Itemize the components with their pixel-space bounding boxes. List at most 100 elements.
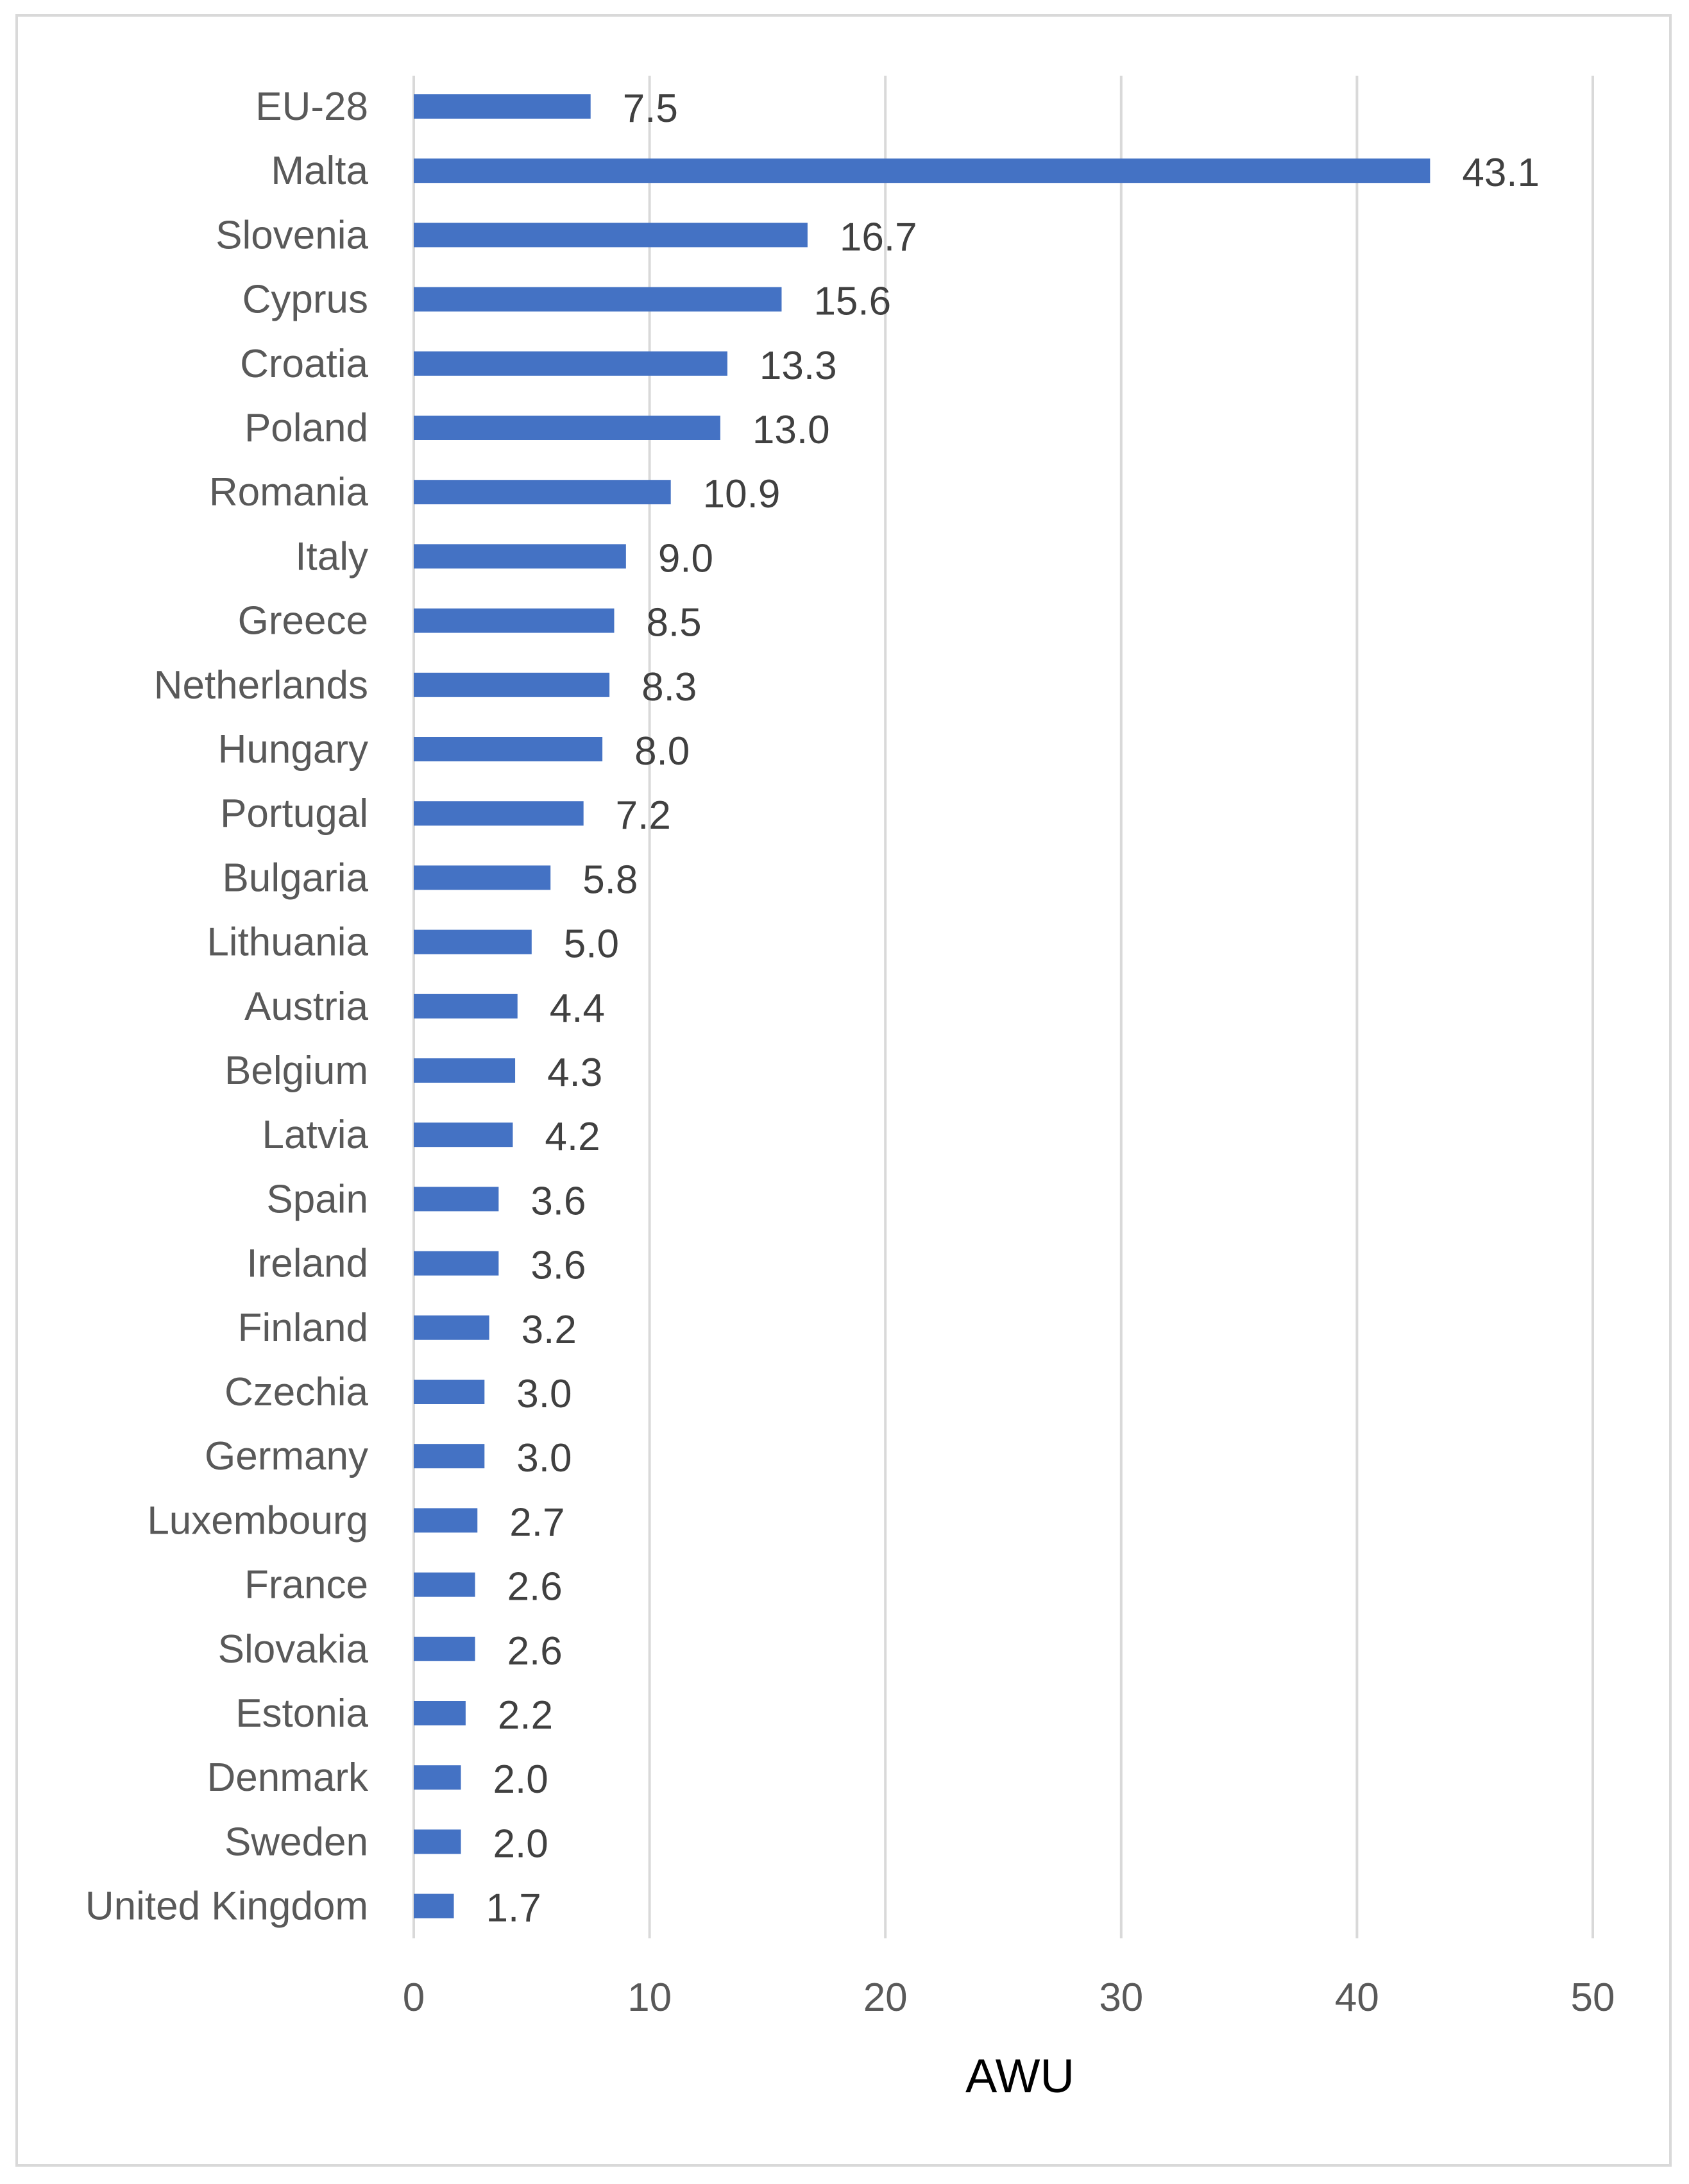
category-label: Belgium [225,1049,368,1093]
chart-frame [15,14,1672,2167]
x-tick-label: 40 [1335,1976,1379,2020]
category-label: Poland [244,406,368,450]
bar [414,865,551,890]
bar [414,480,671,505]
bar [414,416,720,440]
bar [414,544,626,569]
data-label: 43.1 [1462,151,1540,195]
bar [414,94,591,119]
data-label: 7.5 [623,87,678,131]
data-label: 3.0 [516,1436,572,1480]
category-label: Croatia [240,342,368,386]
bar [414,1701,466,1725]
category-label: Latvia [262,1113,369,1157]
value-labels: 7.5 43.1 16.7 15.6 13.3 13.0 10.9 9.0 8.5 8.3 8.0 7… [486,87,1540,1931]
category-label: Netherlands [154,663,368,707]
category-label: Cyprus [242,278,368,322]
data-label: 4.3 [547,1051,602,1095]
x-tick-label: 10 [627,1976,672,2020]
category-label: Slovakia [218,1627,369,1672]
data-label: 5.0 [564,922,619,967]
category-label: Germany [205,1434,368,1478]
data-label: 8.5 [646,601,701,645]
data-label: 2.0 [493,1822,548,1866]
bar [414,1636,475,1661]
bar [414,1058,516,1083]
category-label: France [244,1563,368,1607]
bar [414,1572,475,1597]
category-label: Italy [295,534,368,579]
x-tick-label: 0 [403,1976,425,2020]
data-label: 2.7 [509,1500,564,1545]
data-label: 8.3 [641,665,697,709]
bar [414,1315,489,1340]
bar [414,1508,478,1533]
bar [414,672,610,697]
category-label: Romania [209,470,369,514]
bar [414,158,1430,183]
data-label: 9.0 [658,536,713,580]
bar [414,1829,461,1854]
category-label: Estonia [235,1691,368,1736]
data-label: 3.0 [516,1372,572,1416]
data-label: 16.7 [840,215,917,259]
category-label: Portugal [220,791,368,836]
x-tick-label: 50 [1571,1976,1615,2020]
bar [414,929,532,954]
x-axis-title: AWU [965,2049,1074,2103]
category-label: Malta [271,149,368,193]
category-label: EU-28 [255,85,368,129]
category-label: Bulgaria [223,856,369,900]
data-label: 3.6 [530,1179,586,1223]
data-label: 4.2 [545,1115,600,1159]
bar [414,1765,461,1790]
category-label: Austria [244,985,368,1029]
data-label: 10.9 [703,472,781,516]
data-label: 2.2 [498,1693,553,1738]
data-label: 15.6 [813,280,891,324]
data-label: 13.0 [752,408,830,452]
data-label: 3.2 [522,1308,577,1352]
category-label: Denmark [207,1756,369,1800]
gridlines [412,76,1594,1938]
category-label: Greece [238,599,368,643]
data-label: 2.6 [507,1629,563,1673]
category-label: Ireland [246,1242,368,1286]
data-label: 2.0 [493,1757,548,1802]
bar [414,1122,513,1147]
data-label: 7.2 [616,793,671,838]
bar [414,994,518,1019]
bar [414,1893,454,1918]
x-tick-label: 20 [863,1976,908,2020]
category-label: Hungary [218,727,368,772]
bar [414,801,584,826]
bar [414,1251,499,1276]
data-label: 1.7 [486,1886,541,1931]
category-label: Lithuania [207,920,368,965]
data-label: 2.6 [507,1565,563,1609]
bar [414,1444,485,1469]
category-label: Luxembourg [147,1498,368,1543]
category-labels: EU-28 Malta Slovenia Cyprus Croatia Poland Rom… [85,85,369,1929]
category-label: Finland [238,1306,368,1350]
bar [414,223,808,248]
bars [414,94,1430,1918]
category-label: United Kingdom [85,1884,368,1929]
data-label: 5.8 [582,858,638,902]
x-tick-label: 30 [1099,1976,1143,2020]
data-label: 13.3 [760,344,837,388]
category-label: Spain [266,1177,368,1221]
bar [414,608,615,633]
category-label: Slovenia [216,213,368,257]
x-tick-labels: 0 10 20 30 40 50 [403,1976,1615,2020]
bar [414,737,603,761]
category-label: Sweden [225,1820,368,1864]
data-label: 4.4 [550,986,605,1031]
bar [414,1187,499,1212]
bar [414,1380,485,1404]
category-label: Czechia [225,1370,369,1414]
data-label: 3.6 [530,1244,586,1288]
bar [414,287,782,312]
bar [414,351,727,376]
